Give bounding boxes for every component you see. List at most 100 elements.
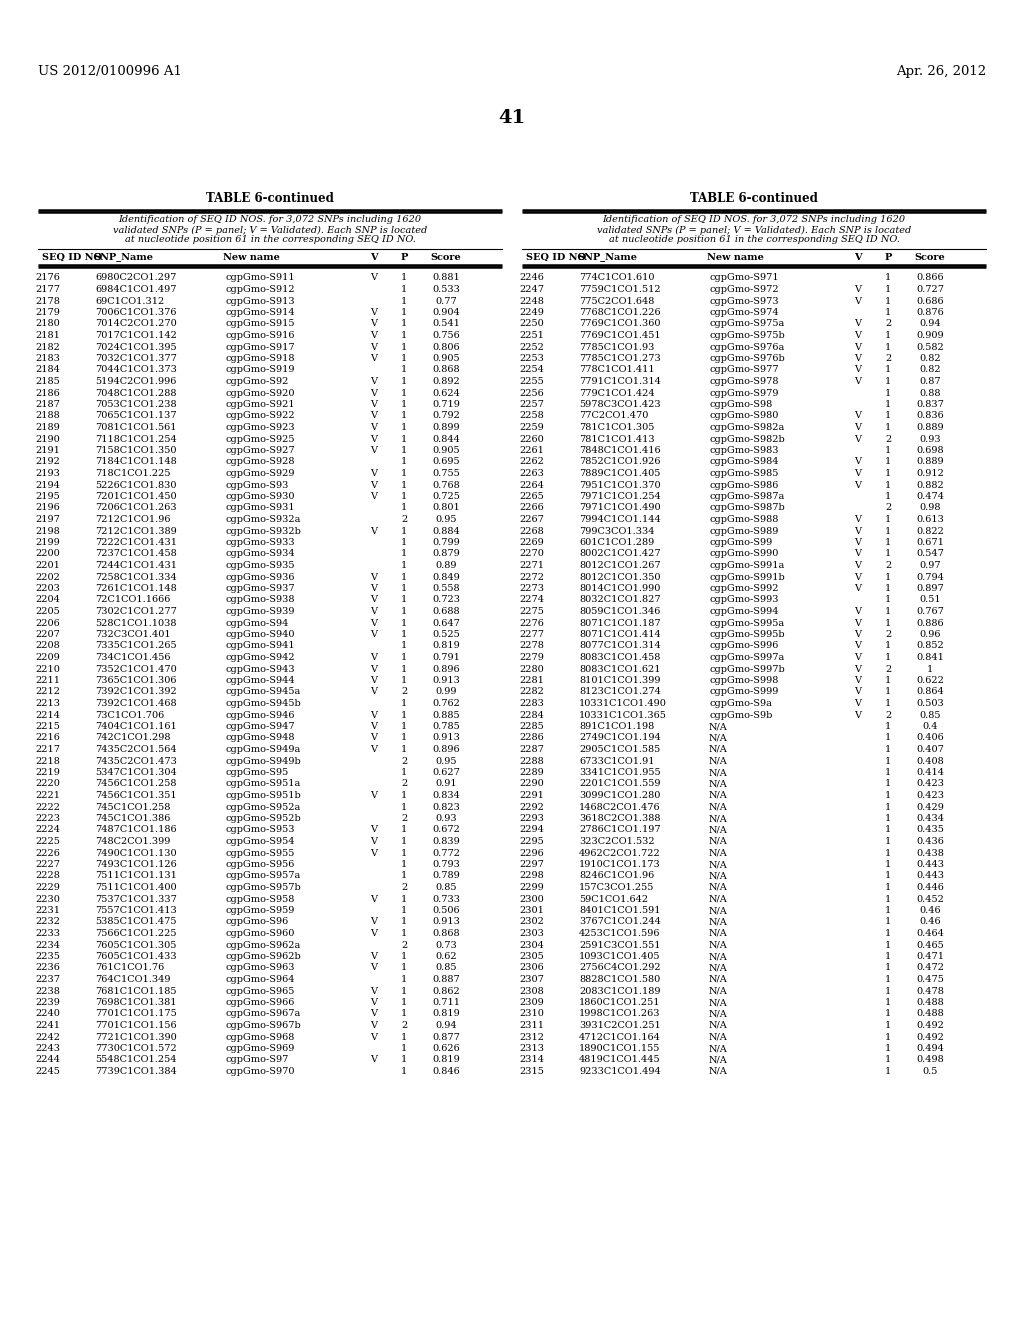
Text: 2240: 2240 [35,1010,60,1019]
Text: 0.627: 0.627 [432,768,460,777]
Text: N/A: N/A [709,1067,728,1076]
Text: V: V [854,285,861,294]
Text: V: V [371,837,378,846]
Text: 0.94: 0.94 [435,1020,457,1030]
Text: 7701C1CO1.175: 7701C1CO1.175 [95,1010,177,1019]
Text: validated SNPs (P = panel; V = Validated). Each SNP is located: validated SNPs (P = panel; V = Validated… [113,226,427,235]
Text: cgpGmo-S991b: cgpGmo-S991b [709,573,784,582]
Text: cgpGmo-S962a: cgpGmo-S962a [225,940,300,949]
Text: cgpGmo-S962b: cgpGmo-S962b [225,952,301,961]
Text: 1: 1 [400,803,408,812]
Text: V: V [371,791,378,800]
Text: 1: 1 [400,469,408,478]
Text: 7768C1CO1.226: 7768C1CO1.226 [579,308,660,317]
Text: N/A: N/A [709,756,728,766]
Text: 0.719: 0.719 [432,400,460,409]
Text: cgpGmo-S919: cgpGmo-S919 [225,366,295,375]
Text: 0.725: 0.725 [432,492,460,502]
Text: P: P [400,252,408,261]
Text: 1: 1 [885,1010,891,1019]
Text: 0.755: 0.755 [432,469,460,478]
Text: cgpGmo-S990: cgpGmo-S990 [709,549,778,558]
Text: 0.799: 0.799 [432,539,460,546]
Text: cgpGmo-S95: cgpGmo-S95 [225,768,288,777]
Text: 1: 1 [400,480,408,490]
Text: 2214: 2214 [35,710,60,719]
Text: 0.837: 0.837 [916,400,944,409]
Text: 2289: 2289 [519,768,544,777]
Text: 0.464: 0.464 [916,929,944,939]
Text: 5385C1CO1.475: 5385C1CO1.475 [95,917,176,927]
Text: V: V [371,895,378,903]
Text: cgpGmo-S995a: cgpGmo-S995a [709,619,784,627]
Text: 1: 1 [400,412,408,421]
Text: 1: 1 [400,791,408,800]
Text: cgpGmo-S946: cgpGmo-S946 [225,710,295,719]
Text: 6980C2CO1.297: 6980C2CO1.297 [95,273,176,282]
Text: 1: 1 [400,1032,408,1041]
Text: 0.819: 0.819 [432,1010,460,1019]
Text: cgpGmo-S922: cgpGmo-S922 [225,412,295,421]
Text: 2276: 2276 [519,619,544,627]
Text: cgpGmo-S960: cgpGmo-S960 [225,929,294,939]
Text: 2292: 2292 [519,803,544,812]
Text: 2304: 2304 [519,940,544,949]
Text: 0.785: 0.785 [432,722,460,731]
Text: 1: 1 [885,1056,891,1064]
Text: 0.408: 0.408 [916,756,944,766]
Text: V: V [371,492,378,502]
Text: 2220: 2220 [35,780,60,788]
Text: cgpGmo-S96: cgpGmo-S96 [225,917,288,927]
Text: V: V [854,297,861,305]
Text: V: V [854,539,861,546]
Text: 7222C1CO1.431: 7222C1CO1.431 [95,539,177,546]
Text: 0.423: 0.423 [916,780,944,788]
Text: V: V [854,252,862,261]
Text: 1: 1 [885,837,891,846]
Text: 1: 1 [400,458,408,466]
Text: 0.446: 0.446 [916,883,944,892]
Text: 1: 1 [400,388,408,397]
Text: 2280: 2280 [519,664,544,673]
Text: 0.91: 0.91 [435,780,457,788]
Text: 0.846: 0.846 [432,1067,460,1076]
Text: 0.834: 0.834 [432,791,460,800]
Text: cgpGmo-S957a: cgpGmo-S957a [225,871,300,880]
Text: cgpGmo-S948: cgpGmo-S948 [225,734,295,742]
Text: 0.866: 0.866 [916,273,944,282]
Text: 2182: 2182 [35,342,60,351]
Text: 0.624: 0.624 [432,388,460,397]
Text: cgpGmo-S98: cgpGmo-S98 [709,400,772,409]
Text: cgpGmo-S99: cgpGmo-S99 [709,539,772,546]
Text: V: V [371,308,378,317]
Text: 0.474: 0.474 [916,492,944,502]
Text: 7456C1CO1.258: 7456C1CO1.258 [95,780,176,788]
Text: 2244: 2244 [35,1056,60,1064]
Text: V: V [371,607,378,616]
Text: cgpGmo-S94: cgpGmo-S94 [225,619,289,627]
Text: 2301: 2301 [519,906,544,915]
Text: 1: 1 [927,664,933,673]
Text: 2: 2 [885,664,891,673]
Text: 2293: 2293 [519,814,544,822]
Text: cgpGmo-S954: cgpGmo-S954 [225,837,295,846]
Text: cgpGmo-S993: cgpGmo-S993 [709,595,778,605]
Text: V: V [854,619,861,627]
Text: 2218: 2218 [35,756,60,766]
Text: 0.95: 0.95 [435,515,457,524]
Text: cgpGmo-S995b: cgpGmo-S995b [709,630,784,639]
Text: cgpGmo-S989: cgpGmo-S989 [709,527,778,536]
Text: 1: 1 [400,895,408,903]
Text: 2196: 2196 [35,503,60,512]
Text: 2254: 2254 [519,366,544,375]
Text: N/A: N/A [709,929,728,939]
Text: 1: 1 [885,642,891,651]
Text: cgpGmo-S999: cgpGmo-S999 [709,688,778,697]
Text: cgpGmo-S93: cgpGmo-S93 [225,480,289,490]
Text: 2227: 2227 [35,861,60,869]
Text: 7456C1CO1.351: 7456C1CO1.351 [95,791,176,800]
Text: N/A: N/A [709,1010,728,1019]
Text: 0.913: 0.913 [432,917,460,927]
Text: 0.492: 0.492 [916,1032,944,1041]
Text: 0.93: 0.93 [920,434,941,444]
